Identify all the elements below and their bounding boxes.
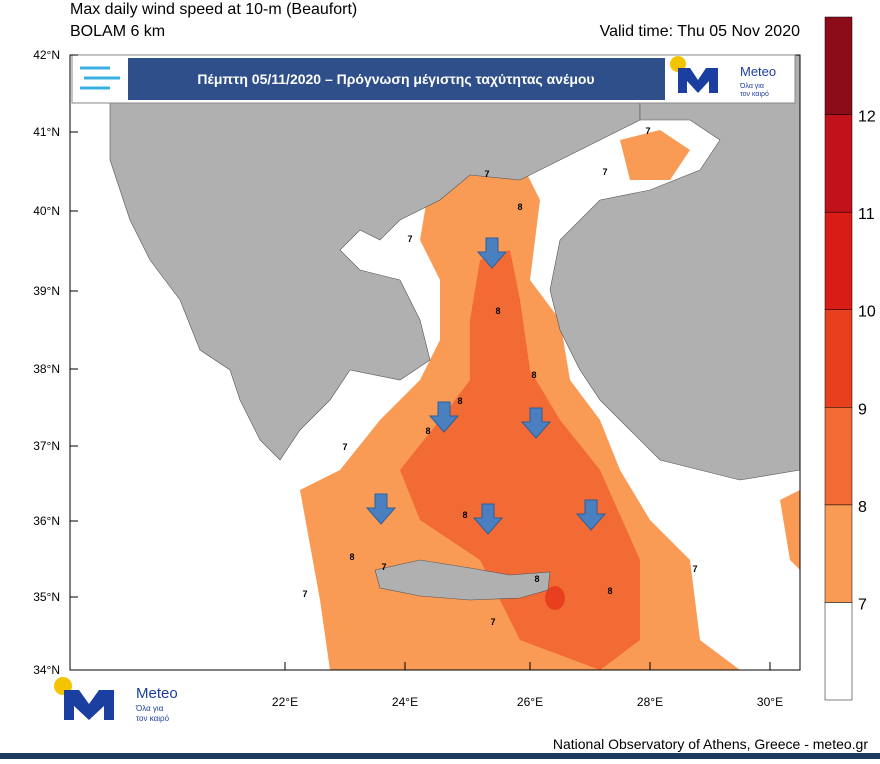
contour-label: 8 [607, 586, 612, 596]
colorbar-label: 8 [858, 499, 867, 516]
logo-slogan: Όλα για [739, 83, 764, 90]
bottom-bar [0, 753, 880, 759]
contour-label: 7 [490, 617, 495, 627]
contour-label: 8 [534, 574, 539, 584]
colorbar-band [824, 504, 853, 603]
colorbar-label: 11 [858, 206, 875, 223]
contour-label: 7 [302, 589, 307, 599]
contour-label: 7 [484, 169, 489, 179]
map [69, 54, 801, 671]
logo-slogan: τον καιρό [136, 714, 170, 723]
contour-label: 8 [517, 202, 522, 212]
credit: National Observatory of Athens, Greece -… [553, 736, 868, 752]
contour-label: 7 [692, 564, 697, 574]
lat-label: 34°N [33, 663, 60, 677]
contour-label: 7 [407, 234, 412, 244]
logo-mark [64, 690, 114, 720]
colorbar-band [824, 309, 853, 408]
contour-label: 7 [381, 562, 386, 572]
colorbar-label: 10 [858, 304, 876, 321]
contour-label: 7 [342, 442, 347, 452]
lat-label: 40°N [33, 204, 60, 218]
contour-label: 7 [602, 167, 607, 177]
logo-mark [678, 68, 718, 93]
banner-text: Πέμπτη 05/11/2020 – Πρόγνωση μέγιστης τα… [197, 71, 594, 87]
lat-label: 42°N [33, 48, 60, 62]
contour-label: 8 [457, 396, 462, 406]
lat-label: 39°N [33, 284, 60, 298]
title: Max daily wind speed at 10-m (Beaufort) [70, 1, 357, 18]
lat-label: 37°N [33, 439, 60, 453]
lon-label: 30°E [757, 695, 783, 709]
contour-label: 8 [425, 426, 430, 436]
banner-box [128, 58, 665, 100]
logo-slogan: Όλα για [135, 704, 164, 713]
colorbar-label: 9 [858, 401, 867, 418]
lon-label: 28°E [637, 695, 663, 709]
contour-label: 8 [531, 370, 536, 380]
contour-label: 8 [462, 510, 467, 520]
lon-label: 26°E [517, 695, 543, 709]
contour-label: 7 [645, 126, 650, 136]
lon-label: 24°E [392, 695, 418, 709]
lat-label: 38°N [33, 362, 60, 376]
logo-slogan: τον καιρό [740, 90, 769, 98]
contour-label: 8 [495, 306, 500, 316]
colorbar-label: 12 [858, 109, 876, 126]
arrows [365, 237, 607, 535]
logo-name: Meteo [740, 64, 776, 79]
colorbar-band [824, 602, 853, 701]
colorbar-label: 7 [858, 596, 867, 613]
lat-label: 35°N [33, 590, 60, 604]
wind-icon [80, 66, 120, 90]
colorbar-band [824, 114, 853, 213]
lat-label: 36°N [33, 514, 60, 528]
colorbar-band [824, 16, 853, 115]
lon-label: 22°E [272, 695, 298, 709]
lat-label: 41°N [33, 125, 60, 139]
contour-label: 8 [349, 552, 354, 562]
logo-name: Meteo [136, 685, 178, 702]
valid-time: Valid time: Thu 05 Nov 2020 [600, 23, 801, 40]
colorbar-band [824, 211, 853, 310]
colorbar-band [824, 407, 853, 506]
model: BOLAM 6 km [70, 23, 165, 40]
